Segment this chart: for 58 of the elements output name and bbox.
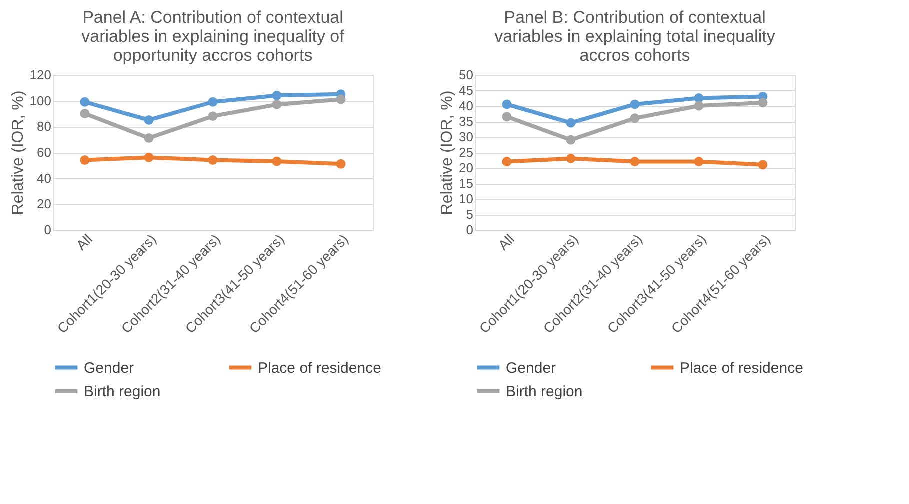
chart-title: Panel A: Contribution of contextual variables in explaining inequality of opportunity accros cohorts xyxy=(82,8,345,65)
y-tick-label: 40 xyxy=(37,170,52,186)
y-tick-label: 15 xyxy=(459,176,474,191)
legend-label: Place of residence xyxy=(258,360,382,377)
point xyxy=(694,101,704,111)
y-tick-label: 45 xyxy=(459,83,474,98)
point xyxy=(758,160,768,170)
point xyxy=(566,154,576,164)
legend-label: Place of residence xyxy=(680,360,804,377)
y-axis-title: Relative (IOR, %) xyxy=(10,90,27,216)
y-tick-label: 0 xyxy=(44,222,52,238)
y-tick-label: 60 xyxy=(37,145,52,160)
y-tick-label: 40 xyxy=(459,98,474,114)
point xyxy=(630,157,640,167)
point xyxy=(144,134,154,144)
point xyxy=(336,94,346,104)
point xyxy=(758,98,768,108)
y-tick-label: 25 xyxy=(459,145,474,160)
point xyxy=(502,157,512,167)
point xyxy=(208,97,218,107)
x-tick-label: All xyxy=(73,231,96,254)
point xyxy=(144,152,154,162)
point xyxy=(272,156,282,166)
point xyxy=(80,109,90,118)
legend-label: Gender xyxy=(506,360,556,377)
point xyxy=(80,156,90,165)
y-tick-label: 120 xyxy=(30,68,52,82)
chart-title: Panel B: Contribution of contextual variables in explaining total inequality accros cohorts xyxy=(494,8,776,65)
y-tick-label: 35 xyxy=(459,114,474,129)
point xyxy=(80,97,90,107)
y-tick-label: 20 xyxy=(459,160,474,176)
point xyxy=(208,156,218,165)
point xyxy=(502,112,512,122)
point xyxy=(630,114,640,124)
x-tick-label: All xyxy=(495,231,518,254)
y-tick-label: 20 xyxy=(37,196,52,212)
point xyxy=(630,100,640,110)
y-tick-label: 10 xyxy=(459,192,474,206)
point xyxy=(272,100,282,110)
y-tick-label: 5 xyxy=(466,207,474,222)
y-tick-label: 80 xyxy=(37,119,52,134)
legend-label: Birth region xyxy=(84,384,161,400)
y-tick-label: 30 xyxy=(459,130,474,144)
point xyxy=(566,135,576,145)
point xyxy=(566,118,576,128)
point xyxy=(272,90,282,100)
legend-label: Gender xyxy=(84,360,134,377)
y-tick-label: 0 xyxy=(466,222,474,238)
point xyxy=(694,94,704,103)
legend-label: Birth region xyxy=(506,384,583,400)
point xyxy=(694,157,704,167)
point xyxy=(502,100,512,110)
point xyxy=(336,159,346,169)
y-tick-label: 100 xyxy=(30,93,52,108)
point xyxy=(144,115,154,125)
y-tick-label: 50 xyxy=(459,68,474,82)
y-axis-title: Relative (IOR, %) xyxy=(439,90,456,216)
point xyxy=(208,112,218,122)
